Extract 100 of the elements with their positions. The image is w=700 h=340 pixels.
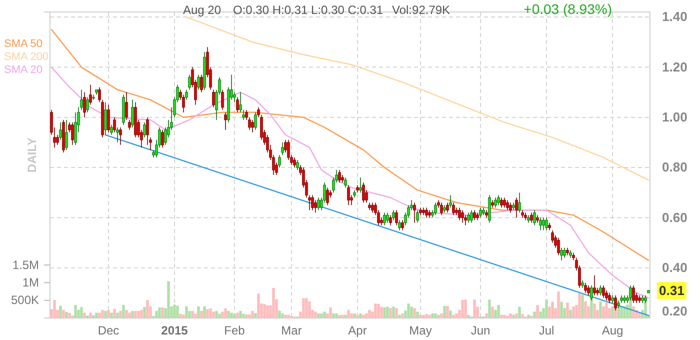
candlestick: [221, 89, 224, 110]
x-tick-label: Feb: [224, 324, 246, 338]
bar: [413, 308, 416, 318]
annotation: O:0.30 H:0.31 L:0.30 C:0.31: [233, 3, 384, 17]
bar: [65, 312, 68, 318]
candlestick: [125, 92, 128, 120]
bar: [335, 313, 338, 318]
bar: [572, 306, 575, 318]
candlestick: [446, 202, 449, 214]
bar: [464, 300, 467, 318]
bar: [527, 314, 530, 318]
x-tick-label: Jul: [538, 324, 554, 338]
candlestick: [386, 212, 389, 224]
bar: [182, 314, 185, 318]
candlestick: [185, 89, 188, 100]
bar: [623, 306, 626, 318]
candlestick: [314, 200, 317, 214]
bar: [509, 313, 512, 318]
candlestick: [500, 197, 503, 208]
candlestick: [371, 202, 374, 214]
candlestick: [515, 197, 518, 218]
bar: [578, 293, 581, 318]
bar: [167, 281, 170, 318]
bar: [191, 310, 194, 318]
bar: [227, 310, 230, 318]
bar: [518, 306, 521, 318]
y-tick-label: 1.20: [662, 59, 688, 74]
candlestick: [242, 109, 245, 120]
bar: [353, 313, 356, 318]
candlestick: [80, 89, 83, 110]
bar: [128, 312, 131, 318]
bar: [245, 314, 248, 318]
bar: [428, 314, 431, 318]
candlestick: [119, 126, 122, 146]
bar: [539, 312, 542, 318]
candlestick: [398, 220, 401, 231]
candlestick: [362, 182, 365, 204]
bar: [125, 310, 128, 318]
bar: [443, 306, 446, 318]
bar: [131, 310, 134, 318]
bar: [395, 308, 398, 318]
candlestick: [344, 177, 347, 188]
candlestick: [503, 197, 506, 208]
candlestick: [311, 194, 314, 211]
bar: [620, 306, 623, 318]
candlestick: [200, 74, 203, 93]
candlestick: [59, 122, 62, 140]
bar: [581, 294, 584, 318]
bar: [281, 313, 284, 318]
bar: [611, 306, 614, 318]
bar: [287, 314, 290, 318]
candlestick: [188, 74, 191, 90]
candlestick: [224, 112, 227, 130]
candlestick: [107, 104, 110, 133]
bar: [398, 314, 401, 318]
bar: [95, 312, 98, 318]
bar: [146, 300, 149, 318]
bar: [233, 314, 236, 318]
candlestick: [389, 214, 392, 226]
bar: [155, 310, 158, 318]
y-tick-label: 0.80: [662, 160, 688, 175]
bar: [53, 300, 56, 318]
bar: [431, 313, 434, 318]
y-tick-label: 0.40: [662, 260, 688, 275]
candlestick: [383, 212, 386, 226]
candlestick: [293, 157, 296, 168]
bar: [116, 312, 119, 318]
candlestick: [518, 192, 521, 214]
bar: [410, 306, 413, 318]
candlestick: [416, 210, 419, 224]
bar: [242, 314, 245, 318]
y-tick-label: 0.20: [662, 303, 688, 318]
bar: [536, 304, 539, 318]
bar: [401, 313, 404, 318]
bar: [569, 310, 572, 318]
y-tick-label: 1.00: [662, 110, 688, 125]
candlestick: [473, 210, 476, 221]
bar: [557, 292, 560, 318]
x-tick-label: Aug: [602, 324, 624, 338]
bar: [359, 313, 362, 318]
candlestick: [539, 217, 542, 231]
y2-tick-label: 1M: [22, 276, 39, 290]
bar: [251, 310, 254, 318]
bar: [392, 306, 395, 318]
candlestick: [506, 200, 509, 211]
bar: [386, 306, 389, 318]
candlestick: [197, 74, 200, 90]
candlestick: [488, 194, 491, 224]
candlestick: [89, 84, 92, 106]
annotation: Aug 20: [183, 3, 222, 17]
candlestick: [545, 217, 548, 231]
bar: [308, 301, 311, 318]
bar: [113, 308, 116, 318]
candlestick: [425, 207, 428, 218]
candlestick: [593, 274, 596, 296]
candlestick: [509, 202, 512, 214]
bar: [161, 307, 164, 318]
bar: [344, 314, 347, 318]
bar: [158, 307, 161, 318]
bar: [236, 312, 239, 318]
